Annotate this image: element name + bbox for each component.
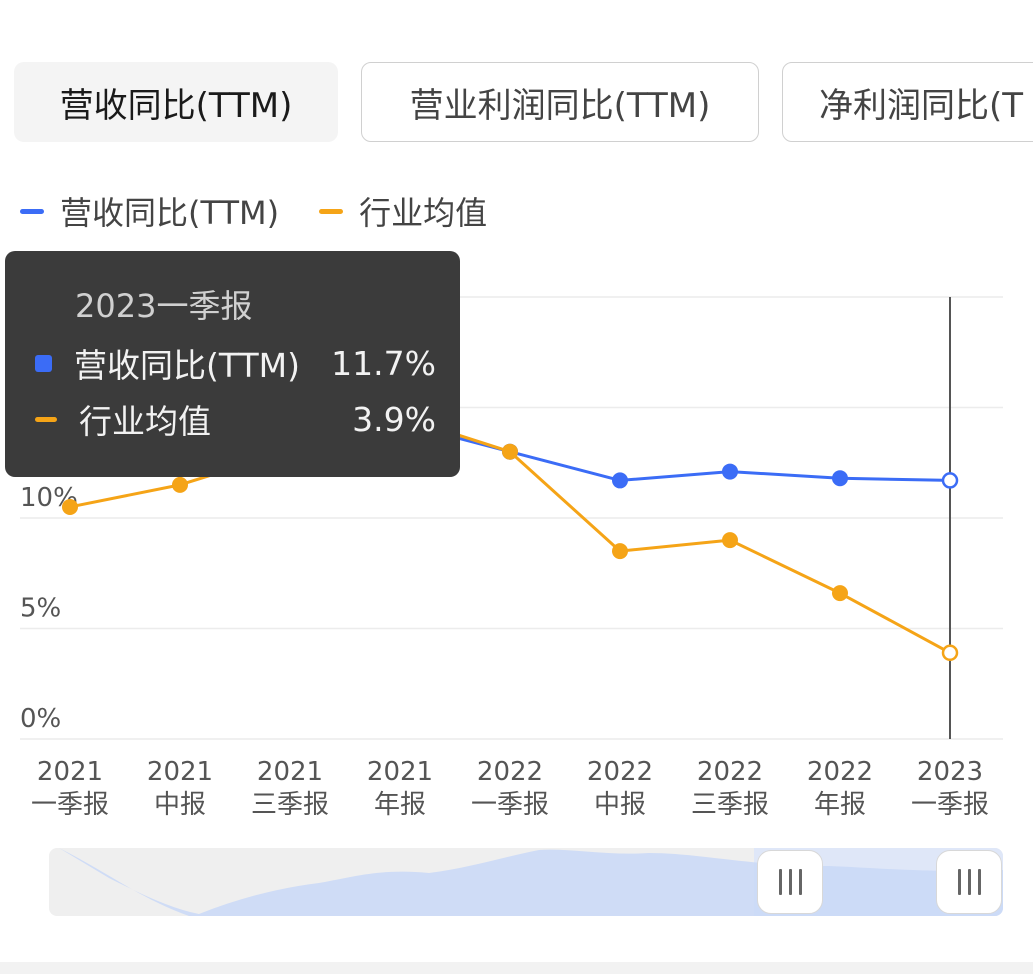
series-line-1-0 <box>69 483 181 509</box>
legend-swatch-industry-avg <box>319 208 344 214</box>
y-tick-label: 0% <box>20 704 61 734</box>
data-point[interactable] <box>62 498 78 515</box>
tooltip-row-industry-avg: 行业均值 3.9% <box>35 399 436 441</box>
tooltip-series-name: 营收同比(TTM) <box>74 346 300 385</box>
x-tick-year: 2021 <box>37 757 103 787</box>
x-tick-period: 一季报 <box>471 790 549 820</box>
data-point[interactable] <box>832 470 848 487</box>
x-tick-period: 中报 <box>594 790 646 820</box>
chart-legend: 营收同比(TTM) 行业均值 <box>20 188 527 234</box>
data-point[interactable] <box>612 472 628 489</box>
series-line-0-0 <box>399 421 951 482</box>
tooltip-row-revenue: 营收同比(TTM) 11.7% <box>35 343 436 385</box>
data-point[interactable] <box>832 585 848 602</box>
x-tick-year: 2022 <box>587 757 653 787</box>
slider-start-handle[interactable] <box>757 850 823 914</box>
tooltip-series-value: 11.7% <box>331 343 436 383</box>
data-point[interactable] <box>172 476 188 493</box>
tooltip-title: 2023一季报 <box>75 287 253 325</box>
slider-overview-area <box>59 848 1003 916</box>
x-tick-year: 2021 <box>147 757 213 787</box>
x-tick-year: 2021 <box>257 757 323 787</box>
x-tick-period: 中报 <box>154 790 206 820</box>
y-tick-label: 5% <box>20 594 61 624</box>
slider-end-handle[interactable] <box>936 850 1002 914</box>
chart-tooltip: 2023一季报 营收同比(TTM) 11.7% 行业均值 3.9% <box>5 251 460 477</box>
data-point[interactable] <box>502 443 518 460</box>
x-tick-period: 年报 <box>814 790 866 820</box>
tooltip-marker-industry-avg <box>35 416 57 422</box>
x-tick-period: 三季报 <box>691 790 769 820</box>
legend-item-revenue[interactable]: 营收同比(TTM) <box>20 188 279 234</box>
tooltip-marker-revenue <box>35 354 52 372</box>
x-tick-year: 2023 <box>917 757 983 787</box>
x-tick-period: 年报 <box>374 790 426 820</box>
tab-operating-profit-yoy[interactable]: 营业利润同比(TTM) <box>361 62 759 142</box>
legend-label-industry-avg: 行业均值 <box>359 194 488 232</box>
data-point[interactable] <box>722 532 738 549</box>
x-tick-year: 2022 <box>807 757 873 787</box>
data-point[interactable] <box>941 472 959 489</box>
legend-item-industry-avg[interactable]: 行业均值 <box>319 188 487 234</box>
data-point[interactable] <box>941 644 959 662</box>
x-tick-year: 2022 <box>477 757 543 787</box>
tab-bar: 营收同比(TTM) 营业利润同比(TTM) 净利润同比(T <box>0 62 1033 144</box>
data-point[interactable] <box>612 543 628 560</box>
legend-label-revenue: 营收同比(TTM) <box>60 194 280 232</box>
tab-net-profit-yoy[interactable]: 净利润同比(T <box>782 62 1033 142</box>
x-tick-year: 2021 <box>367 757 433 787</box>
line-chart[interactable]: 0%5%10%2021一季报2021中报2021三季报2021年报2022一季报… <box>0 0 1033 830</box>
tab-revenue-yoy[interactable]: 营收同比(TTM) <box>14 62 338 142</box>
bottom-divider <box>0 962 1033 974</box>
x-tick-period: 一季报 <box>911 790 989 820</box>
tooltip-series-value: 3.9% <box>352 399 436 439</box>
series-line-1-1 <box>399 414 951 655</box>
x-tick-year: 2022 <box>697 757 763 787</box>
data-zoom-slider[interactable] <box>49 848 1003 916</box>
x-tick-period: 一季报 <box>31 790 109 820</box>
tooltip-series-name: 行业均值 <box>79 402 211 441</box>
x-tick-period: 三季报 <box>251 790 329 820</box>
legend-swatch-revenue <box>20 208 44 214</box>
data-point[interactable] <box>722 463 738 480</box>
